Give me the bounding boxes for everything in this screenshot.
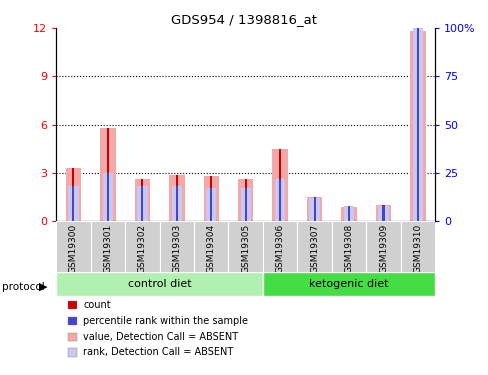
- Bar: [125, 221, 159, 272]
- Text: GSM19303: GSM19303: [172, 224, 181, 273]
- Bar: [72, 186, 74, 221]
- Bar: [65, 168, 81, 221]
- Text: count: count: [83, 300, 110, 310]
- Text: GSM19304: GSM19304: [206, 224, 215, 273]
- Bar: [366, 221, 400, 272]
- Bar: [228, 221, 263, 272]
- Bar: [205, 188, 216, 221]
- Bar: [56, 221, 90, 272]
- Bar: [297, 221, 331, 272]
- Text: percentile rank within the sample: percentile rank within the sample: [83, 316, 247, 326]
- Text: value, Detection Call = ABSENT: value, Detection Call = ABSENT: [83, 332, 238, 342]
- Bar: [210, 188, 212, 221]
- Bar: [171, 186, 182, 221]
- Bar: [159, 221, 194, 272]
- Text: GSM19301: GSM19301: [103, 224, 112, 273]
- Bar: [309, 198, 319, 221]
- Bar: [400, 221, 434, 272]
- Bar: [175, 175, 178, 221]
- Text: GSM19302: GSM19302: [138, 224, 146, 273]
- Bar: [238, 179, 253, 221]
- Bar: [68, 186, 79, 221]
- Bar: [412, 28, 422, 221]
- Text: control diet: control diet: [127, 279, 191, 289]
- Bar: [279, 149, 281, 221]
- Text: GSM19308: GSM19308: [344, 224, 353, 273]
- Bar: [107, 128, 109, 221]
- Bar: [341, 207, 356, 221]
- Bar: [107, 173, 109, 221]
- Bar: [134, 179, 150, 221]
- Bar: [347, 207, 349, 221]
- Bar: [240, 188, 250, 221]
- Bar: [137, 186, 147, 221]
- Text: GSM19305: GSM19305: [241, 224, 250, 273]
- Text: rank, Detection Call = ABSENT: rank, Detection Call = ABSENT: [83, 348, 233, 357]
- Bar: [141, 186, 143, 221]
- Text: GSM19306: GSM19306: [275, 224, 284, 273]
- Bar: [279, 179, 281, 221]
- Text: GSM19309: GSM19309: [378, 224, 387, 273]
- Bar: [343, 206, 353, 221]
- Bar: [244, 179, 246, 221]
- Bar: [272, 149, 287, 221]
- Bar: [56, 272, 263, 296]
- Bar: [169, 175, 184, 221]
- Bar: [313, 197, 315, 221]
- Bar: [141, 179, 143, 221]
- Bar: [409, 32, 425, 221]
- Text: protocol: protocol: [2, 282, 45, 292]
- Bar: [263, 221, 297, 272]
- Text: ketogenic diet: ketogenic diet: [309, 279, 388, 289]
- Bar: [244, 188, 246, 221]
- Bar: [382, 206, 384, 221]
- Bar: [102, 173, 113, 221]
- Bar: [100, 128, 116, 221]
- Bar: [306, 197, 322, 221]
- Bar: [375, 205, 390, 221]
- Bar: [90, 221, 125, 272]
- Bar: [263, 272, 434, 296]
- Text: ▶: ▶: [40, 282, 48, 292]
- Bar: [331, 221, 366, 272]
- Bar: [210, 176, 212, 221]
- Text: GSM19307: GSM19307: [309, 224, 319, 273]
- Bar: [416, 28, 418, 221]
- Bar: [347, 206, 349, 221]
- Bar: [194, 221, 228, 272]
- Bar: [382, 205, 384, 221]
- Bar: [203, 176, 219, 221]
- Bar: [416, 32, 418, 221]
- Bar: [175, 186, 178, 221]
- Text: GSM19310: GSM19310: [413, 224, 422, 273]
- Bar: [274, 179, 285, 221]
- Text: GDS954 / 1398816_at: GDS954 / 1398816_at: [171, 13, 317, 26]
- Bar: [378, 206, 388, 221]
- Bar: [313, 198, 315, 221]
- Bar: [72, 168, 74, 221]
- Text: GSM19300: GSM19300: [69, 224, 78, 273]
